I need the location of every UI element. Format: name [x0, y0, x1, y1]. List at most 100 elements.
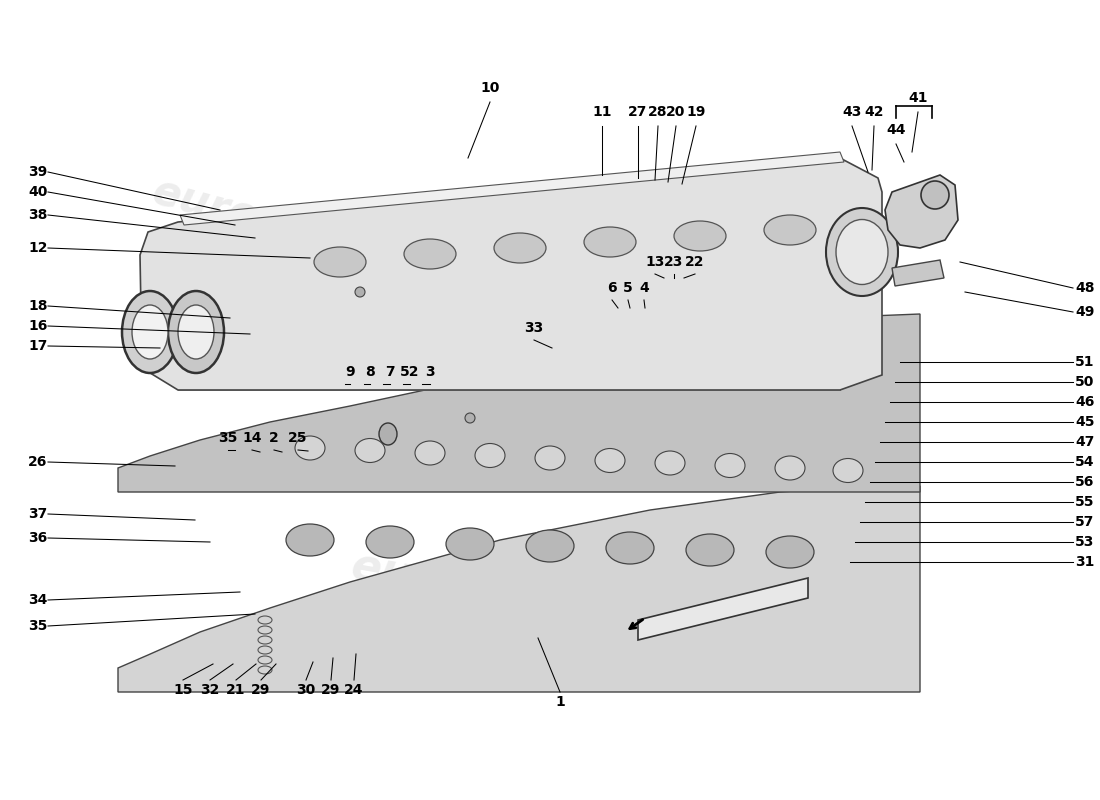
Text: 36: 36 [28, 531, 47, 545]
Ellipse shape [826, 208, 898, 296]
Text: 21: 21 [227, 683, 245, 697]
Text: 27: 27 [628, 105, 648, 119]
Polygon shape [118, 486, 920, 692]
Ellipse shape [715, 454, 745, 478]
Text: 15: 15 [174, 683, 192, 697]
Ellipse shape [686, 534, 734, 566]
Text: 1: 1 [556, 695, 565, 709]
Ellipse shape [404, 239, 456, 269]
Text: 26: 26 [28, 455, 47, 469]
Text: 3: 3 [426, 365, 434, 379]
Polygon shape [180, 152, 844, 225]
Text: 25: 25 [288, 431, 308, 445]
Ellipse shape [295, 436, 324, 460]
Text: 40: 40 [28, 185, 47, 199]
Text: 51: 51 [1075, 355, 1094, 369]
Text: 50: 50 [1075, 375, 1094, 389]
Text: 16: 16 [28, 319, 47, 333]
Ellipse shape [286, 524, 334, 556]
Text: 8: 8 [365, 365, 375, 379]
Text: 35: 35 [28, 619, 47, 633]
Ellipse shape [415, 441, 446, 465]
Text: 4: 4 [639, 281, 649, 295]
Text: 44: 44 [887, 123, 905, 137]
Text: eurospares: eurospares [348, 544, 632, 636]
Ellipse shape [178, 305, 215, 359]
Ellipse shape [168, 291, 224, 373]
Text: 22: 22 [685, 255, 705, 269]
Text: 37: 37 [28, 507, 47, 521]
Text: 53: 53 [1075, 535, 1094, 549]
Text: 6: 6 [607, 281, 617, 295]
Text: 10: 10 [481, 81, 499, 95]
Ellipse shape [833, 458, 864, 482]
Text: 31: 31 [1075, 555, 1094, 569]
Ellipse shape [475, 443, 505, 467]
Ellipse shape [764, 215, 816, 245]
Text: 29: 29 [251, 683, 271, 697]
Text: 39: 39 [28, 165, 47, 179]
Ellipse shape [526, 530, 574, 562]
Text: 30: 30 [296, 683, 316, 697]
Text: 7: 7 [385, 365, 395, 379]
Text: 46: 46 [1075, 395, 1094, 409]
Text: 41: 41 [909, 91, 927, 105]
Polygon shape [892, 260, 944, 286]
Text: 19: 19 [686, 105, 706, 119]
Ellipse shape [654, 451, 685, 475]
Ellipse shape [836, 219, 888, 285]
Text: 52: 52 [400, 365, 420, 379]
Ellipse shape [355, 438, 385, 462]
Text: 38: 38 [28, 208, 47, 222]
Text: 9: 9 [345, 365, 355, 379]
Ellipse shape [674, 221, 726, 251]
Text: 17: 17 [28, 339, 47, 353]
Text: 28: 28 [648, 105, 668, 119]
Text: 34: 34 [28, 593, 47, 607]
Text: 42: 42 [865, 105, 883, 119]
Ellipse shape [122, 291, 178, 373]
Polygon shape [638, 578, 808, 640]
Text: 24: 24 [344, 683, 364, 697]
Ellipse shape [355, 287, 365, 297]
Text: 33: 33 [525, 321, 543, 335]
Text: eurospares: eurospares [147, 170, 412, 279]
Text: 54: 54 [1075, 455, 1094, 469]
Ellipse shape [379, 423, 397, 445]
Ellipse shape [584, 227, 636, 257]
Text: 18: 18 [28, 299, 47, 313]
Text: 13: 13 [646, 255, 664, 269]
Ellipse shape [465, 413, 475, 423]
Text: 5: 5 [623, 281, 632, 295]
Ellipse shape [595, 449, 625, 473]
Text: 57: 57 [1075, 515, 1094, 529]
Text: eurospares: eurospares [517, 201, 782, 310]
Ellipse shape [776, 456, 805, 480]
Text: eurospares: eurospares [578, 564, 862, 656]
Polygon shape [886, 175, 958, 248]
Text: 12: 12 [28, 241, 47, 255]
Ellipse shape [766, 536, 814, 568]
Text: 32: 32 [200, 683, 220, 697]
Text: 11: 11 [592, 105, 612, 119]
Ellipse shape [132, 305, 168, 359]
Text: 29: 29 [321, 683, 341, 697]
Polygon shape [118, 314, 920, 492]
Ellipse shape [366, 526, 414, 558]
Text: 49: 49 [1075, 305, 1094, 319]
Text: 35: 35 [218, 431, 238, 445]
Text: 23: 23 [664, 255, 684, 269]
Text: 2: 2 [270, 431, 279, 445]
Text: 20: 20 [667, 105, 685, 119]
Ellipse shape [535, 446, 565, 470]
Text: 47: 47 [1075, 435, 1094, 449]
Ellipse shape [921, 181, 949, 209]
Ellipse shape [606, 532, 654, 564]
Text: 45: 45 [1075, 415, 1094, 429]
Text: 14: 14 [242, 431, 262, 445]
Text: 56: 56 [1075, 475, 1094, 489]
Ellipse shape [314, 247, 366, 277]
Ellipse shape [494, 233, 546, 263]
Ellipse shape [446, 528, 494, 560]
Text: 43: 43 [843, 105, 861, 119]
